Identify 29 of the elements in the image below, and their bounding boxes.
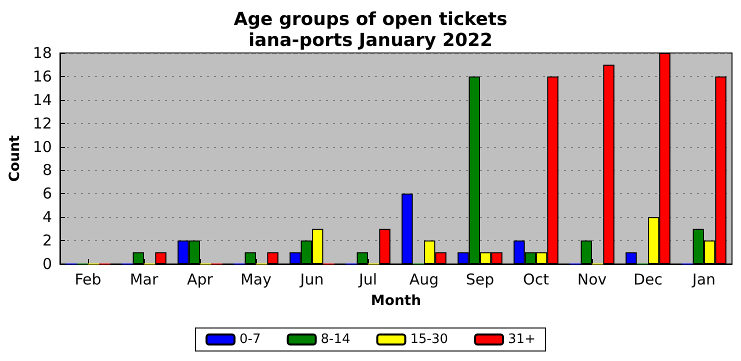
x-tick-label: Jul [358,270,378,288]
y-tick-label: 0 [42,255,52,273]
chart-title: Age groups of open tickets iana-ports January 2022 [234,9,508,51]
x-tick-label: Sep [466,270,494,288]
x-tick-label: Oct [523,270,550,288]
x-tick-label: Jun [299,270,324,288]
x-tick-label: May [240,270,272,288]
x-tick-label: Mar [130,270,159,288]
x-tick-label: Aug [409,270,439,288]
legend-label: 31+ [508,332,536,347]
y-tick-label: 16 [32,67,52,86]
x-tick-label: Apr [187,270,214,288]
legend-label: 15-30 [410,332,448,347]
x-axis-title: Month [370,293,422,309]
x-tick-label: Nov [577,270,607,288]
x-tick-label: Dec [633,270,663,288]
y-tick-label: 4 [42,208,52,226]
x-tick-label: Feb [74,270,102,288]
y-tick-label: 8 [42,161,52,180]
y-tick-label: 18 [32,44,52,62]
x-tick-label: Jan [691,270,716,288]
y-tick-label: 14 [32,90,52,109]
y-tick-label: 12 [32,114,52,132]
y-tick-label: 2 [42,232,52,250]
y-axis-title: Count [7,134,23,182]
y-tick-label: 6 [42,184,52,203]
y-tick-label: 10 [32,138,52,156]
legend-label: 0-7 [240,332,261,347]
legend-label: 8-14 [320,332,350,347]
